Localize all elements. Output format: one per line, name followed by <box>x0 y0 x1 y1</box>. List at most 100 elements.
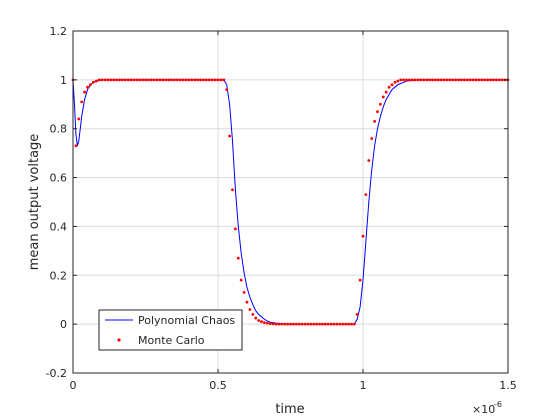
data-point-monte-carlo <box>300 322 304 326</box>
data-point-monte-carlo <box>274 322 278 326</box>
data-point-monte-carlo <box>495 78 498 82</box>
data-point-monte-carlo <box>480 78 484 82</box>
data-point-monte-carlo <box>115 78 118 82</box>
data-point-monte-carlo <box>213 78 217 82</box>
data-point-monte-carlo <box>205 78 208 82</box>
data-point-monte-carlo <box>379 102 382 106</box>
data-point-monte-carlo <box>239 278 243 282</box>
data-point-monte-carlo <box>408 78 411 82</box>
data-point-monte-carlo <box>112 78 115 82</box>
data-point-monte-carlo <box>257 319 260 322</box>
data-point-monte-carlo <box>294 322 298 326</box>
data-point-monte-carlo <box>318 322 321 326</box>
data-point-monte-carlo <box>210 78 214 82</box>
y-tick-label-6: 1 <box>60 74 67 87</box>
data-point-monte-carlo <box>323 322 327 326</box>
y-tick-label-3: 0.4 <box>50 220 68 233</box>
data-point-monte-carlo <box>161 78 165 82</box>
data-point-monte-carlo <box>460 78 463 82</box>
data-point-monte-carlo <box>483 78 487 82</box>
data-point-monte-carlo <box>280 322 284 326</box>
data-point-monte-carlo <box>254 316 258 320</box>
data-point-monte-carlo <box>367 159 371 162</box>
data-point-monte-carlo <box>178 78 182 82</box>
data-point-monte-carlo <box>126 78 130 82</box>
data-point-monte-carlo <box>437 78 440 82</box>
data-point-monte-carlo <box>120 78 124 82</box>
data-point-monte-carlo <box>167 78 171 82</box>
data-point-monte-carlo <box>147 78 150 82</box>
data-point-monte-carlo <box>486 78 490 82</box>
data-point-monte-carlo <box>207 78 211 82</box>
data-point-monte-carlo <box>144 78 147 82</box>
x-exponent-base: ×10 <box>472 403 495 416</box>
data-point-monte-carlo <box>271 322 275 326</box>
data-point-monte-carlo <box>352 322 356 326</box>
data-point-monte-carlo <box>387 85 391 89</box>
data-point-monte-carlo <box>286 322 289 326</box>
data-point-monte-carlo <box>338 322 342 326</box>
data-point-monte-carlo <box>390 83 394 87</box>
data-point-monte-carlo <box>152 78 156 82</box>
data-point-monte-carlo <box>141 78 145 82</box>
data-point-monte-carlo <box>199 78 203 82</box>
data-point-monte-carlo <box>463 78 466 82</box>
data-point-monte-carlo <box>428 78 432 82</box>
data-point-monte-carlo <box>315 322 318 326</box>
data-point-monte-carlo <box>500 78 504 82</box>
data-point-monte-carlo <box>361 234 365 238</box>
data-point-monte-carlo <box>468 78 472 82</box>
data-point-monte-carlo <box>413 78 417 82</box>
data-point-monte-carlo <box>347 322 350 326</box>
data-point-monte-carlo <box>202 78 205 82</box>
data-point-monte-carlo <box>268 322 272 326</box>
data-point-monte-carlo <box>454 78 458 82</box>
data-point-monte-carlo <box>260 320 263 324</box>
data-point-monte-carlo <box>181 78 185 82</box>
data-point-monte-carlo <box>474 78 478 82</box>
data-point-monte-carlo <box>222 78 226 82</box>
x-exponent-power: -6 <box>494 400 502 409</box>
data-point-monte-carlo <box>138 78 142 82</box>
data-point-monte-carlo <box>326 322 330 326</box>
data-point-monte-carlo <box>376 110 379 114</box>
data-point-monte-carlo <box>187 78 191 82</box>
data-point-monte-carlo <box>393 80 397 84</box>
data-point-monte-carlo <box>231 188 234 192</box>
x-tick-label-3: 1.5 <box>499 379 517 392</box>
data-point-monte-carlo <box>396 79 400 83</box>
data-point-monte-carlo <box>184 78 188 82</box>
data-point-monte-carlo <box>83 90 86 94</box>
data-point-monte-carlo <box>425 78 429 82</box>
data-point-monte-carlo <box>216 78 220 82</box>
data-point-monte-carlo <box>431 78 434 82</box>
data-point-monte-carlo <box>248 308 252 311</box>
legend: Polynomial Chaos Monte Carlo <box>98 309 243 351</box>
data-point-monte-carlo <box>225 88 229 92</box>
data-point-monte-carlo <box>477 78 481 82</box>
data-point-monte-carlo <box>74 144 78 148</box>
data-point-monte-carlo <box>434 78 437 82</box>
data-point-monte-carlo <box>442 78 446 82</box>
data-point-monte-carlo <box>381 95 385 99</box>
data-point-monte-carlo <box>497 78 501 82</box>
data-point-monte-carlo <box>196 78 200 82</box>
data-point-monte-carlo <box>164 78 168 82</box>
data-point-monte-carlo <box>384 90 388 94</box>
data-point-monte-carlo <box>109 78 113 82</box>
data-point-monte-carlo <box>236 256 240 260</box>
data-point-monte-carlo <box>410 78 414 82</box>
series-layer <box>71 78 510 326</box>
data-point-monte-carlo <box>451 78 455 82</box>
data-point-monte-carlo <box>265 321 269 325</box>
data-point-monte-carlo <box>297 322 301 326</box>
axes-box <box>72 30 509 374</box>
y-tick-label-7: 1.2 <box>50 25 68 38</box>
x-exponent: ×10 -6 <box>472 400 502 416</box>
data-point-monte-carlo <box>489 78 492 82</box>
data-point-monte-carlo <box>350 322 353 326</box>
data-point-monte-carlo <box>402 78 405 82</box>
data-point-monte-carlo <box>242 290 246 294</box>
data-point-monte-carlo <box>344 322 347 326</box>
